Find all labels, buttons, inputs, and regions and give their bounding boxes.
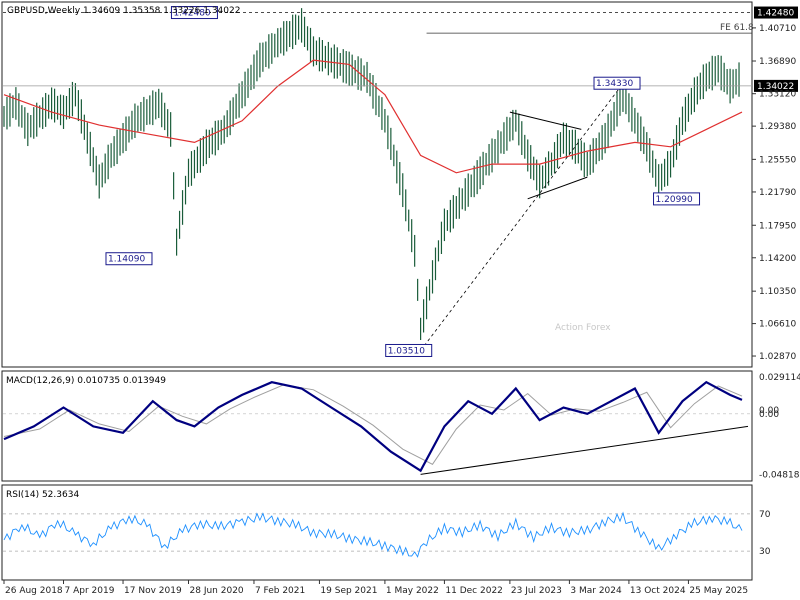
triangle-upper-line	[509, 111, 582, 130]
x-tick-label: 13 Oct 2024	[630, 586, 686, 596]
x-tick-label: 28 Jun 2020	[190, 586, 244, 596]
price-tick-label: 1.02870	[759, 352, 796, 362]
price-label-box	[653, 192, 701, 206]
macd-line	[3, 380, 743, 473]
price-label: 1.14090	[108, 255, 145, 265]
price-tick-label: 1.25550	[759, 155, 796, 165]
price-tick-label: 1.21790	[759, 188, 796, 198]
price-label: 1.34330	[596, 79, 633, 89]
price-tick-label: 1.14200	[759, 254, 796, 264]
macd-tick-label: 0.00	[759, 406, 779, 416]
price-tick-label: 1.42480	[757, 9, 794, 19]
price-tick-label: 1.06610	[759, 320, 796, 330]
x-tick-label: 25 May 2025	[689, 586, 748, 596]
price-label: 1.03510	[388, 346, 425, 356]
price-tick-label: 1.17950	[759, 221, 796, 231]
rsi-tick-label: 70	[759, 510, 771, 520]
rsi-line	[3, 511, 743, 558]
price-label: 1.42480	[173, 9, 210, 19]
chart-header: GBPUSD,Weekly 1.34609 1.35358 1.33226 1.…	[7, 6, 240, 16]
x-tick-label: 19 Sep 2021	[320, 586, 377, 596]
x-tick-label: 11 Dec 2022	[445, 586, 503, 596]
x-tick-label: 7 Apr 2019	[65, 586, 115, 596]
x-tick-label: 1 May 2022	[386, 586, 439, 596]
price-tick-label: 1.29380	[759, 122, 796, 132]
price-tick-highlight	[754, 79, 798, 92]
watermark: Action Forex	[555, 323, 611, 333]
price-label-box	[385, 343, 433, 357]
price-label-box	[105, 252, 153, 266]
price-label-box	[593, 76, 641, 90]
price-tick-label: 1.40710	[759, 24, 796, 34]
price-layer: FE 61.8 1.42480 1.14090 1.03510 1.34330 1.209…	[3, 6, 754, 357]
price-panel-frame	[1, 1, 753, 368]
price-tick-highlight	[754, 6, 798, 19]
triangle-lower-line	[527, 176, 588, 200]
rsi-tick-label: 30	[759, 547, 771, 557]
moving-average-line	[3, 59, 743, 174]
macd-tick-label: 0.029114	[759, 373, 800, 383]
macd-label: MACD(12,26,9) 0.010735 0.013949	[6, 376, 166, 386]
price-tick-label: 1.10350	[759, 287, 796, 297]
price-tick-label: 1.33120	[759, 90, 796, 100]
price-label: 1.20990	[656, 195, 693, 205]
x-tick-label: 7 Feb 2021	[255, 586, 305, 596]
price-tick-label: 1.36890	[759, 57, 796, 67]
rsi-layer	[3, 511, 752, 558]
macd-tick-label: 0.00	[759, 410, 779, 420]
dashed-trendline	[420, 83, 624, 351]
rsi-panel-frame	[1, 484, 753, 581]
macd-panel-frame	[1, 370, 753, 482]
fib-label: FE 61.8	[720, 23, 754, 33]
x-tick-label: 17 Nov 2019	[124, 586, 182, 596]
macd-tick-label: -0.048189	[759, 471, 800, 481]
macd-layer	[3, 380, 752, 475]
price-tick-label: 1.34022	[757, 82, 794, 92]
macd-trendline	[420, 425, 749, 475]
x-tick-label: 3 Mar 2024	[570, 586, 622, 596]
rsi-label: RSI(14) 52.3634	[6, 490, 79, 500]
x-tick-label: 26 Aug 2018	[5, 586, 63, 596]
x-tick-label: 23 Jul 2023	[511, 586, 562, 596]
macd-signal-line	[3, 384, 743, 465]
price-label-box	[170, 6, 218, 20]
